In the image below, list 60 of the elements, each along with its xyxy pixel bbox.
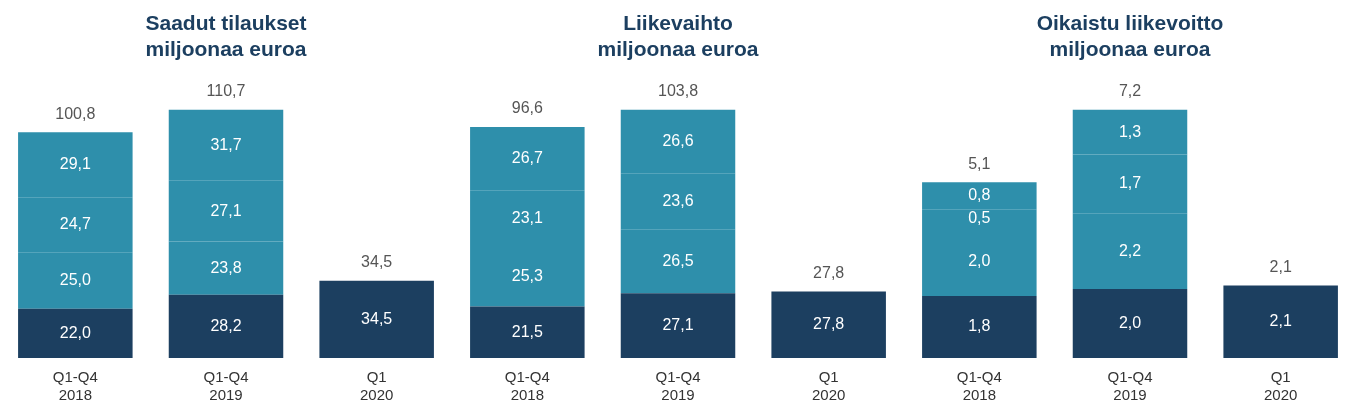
chart-title: Oikaistu liikevoitto — [1035, 10, 1225, 36]
bar — [319, 280, 434, 358]
chart-title: Saadut tilaukset — [144, 10, 308, 36]
chart-subtitle: miljoonaa euroa — [144, 36, 308, 62]
data-label: 23,1 — [511, 208, 544, 226]
chart-subtitle: miljoonaa euroa — [596, 36, 760, 62]
data-label: 29,1 — [59, 155, 92, 173]
bar — [922, 295, 1037, 358]
bar — [1223, 285, 1338, 358]
x-tick-label: Q1-Q4 2018 — [956, 368, 1002, 404]
data-label: 1,7 — [1118, 174, 1142, 192]
total-label: 34,5 — [361, 253, 393, 271]
x-tick-label: Q1-Q4 2019 — [203, 368, 249, 404]
data-label: 25,3 — [511, 266, 544, 284]
bar — [168, 294, 284, 358]
data-label: 0,5 — [968, 208, 991, 226]
data-label: 23,6 — [662, 191, 694, 209]
data-label: 23,8 — [210, 258, 242, 276]
data-label: 27,1 — [662, 316, 694, 333]
x-tick-label: Q1-Q4 2019 — [655, 368, 701, 404]
data-label: 31,7 — [210, 135, 242, 153]
x-tick-label: Q1 2020 — [359, 368, 394, 404]
total-label: 110,7 — [206, 82, 246, 100]
data-label: 26,6 — [662, 131, 694, 149]
total-label: 7,2 — [1118, 82, 1142, 100]
x-tick-label: Q1 2020 — [1263, 368, 1298, 404]
data-label: 0,8 — [968, 186, 991, 204]
data-label: 2,0 — [968, 251, 991, 269]
bar — [1072, 289, 1188, 358]
data-label: 1,3 — [1118, 122, 1142, 140]
total-label: 5,1 — [968, 154, 991, 172]
data-label: 22,0 — [59, 323, 92, 341]
bar — [771, 291, 886, 358]
x-tick-label: Q1-Q4 2018 — [52, 368, 98, 404]
x-tick-label: Q1 2020 — [811, 368, 846, 404]
total-label: 103,8 — [657, 82, 699, 100]
data-label: 26,7 — [511, 149, 544, 167]
data-label: 2,2 — [1118, 241, 1142, 259]
data-label: 27,1 — [210, 201, 242, 219]
bar — [18, 308, 133, 358]
data-label: 2,0 — [1118, 313, 1142, 331]
total-label: 27,8 — [813, 263, 845, 281]
data-label: 2,1 — [1269, 312, 1292, 330]
chart-subtitle: miljoonaa euroa — [1048, 36, 1212, 62]
total-label: 2,1 — [1269, 257, 1292, 275]
total-label: 100,8 — [55, 104, 96, 122]
total-label: 96,6 — [511, 99, 544, 117]
data-label: 34,5 — [361, 309, 393, 327]
data-label: 28,2 — [210, 316, 242, 334]
data-label: 25,0 — [59, 271, 92, 289]
data-label: 21,5 — [511, 322, 544, 340]
bar — [470, 306, 585, 358]
chart-title: Liikevaihto — [622, 10, 734, 36]
data-label: 27,8 — [813, 315, 845, 333]
bar — [620, 293, 736, 358]
x-tick-label: Q1-Q4 2018 — [504, 368, 550, 404]
x-tick-label: Q1-Q4 2019 — [1107, 368, 1153, 404]
data-label: 26,5 — [662, 251, 694, 269]
data-label: 24,7 — [59, 215, 92, 233]
data-label: 1,8 — [968, 317, 991, 335]
